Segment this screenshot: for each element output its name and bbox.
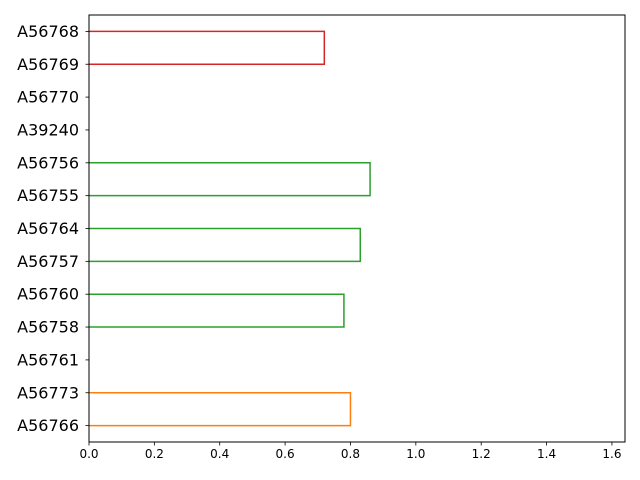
leaf-label: A56769: [17, 55, 79, 74]
x-tick-label: 1.0: [406, 447, 425, 461]
leaf-label: A56764: [17, 219, 79, 238]
leaf-label: A56770: [17, 88, 79, 107]
x-tick-label: 0.2: [145, 447, 164, 461]
leaf-label: A56768: [17, 22, 79, 41]
x-tick-label: 0.0: [79, 447, 98, 461]
x-tick-label: 0.6: [276, 447, 295, 461]
dendrogram-link-1: [89, 30, 326, 65]
x-tick-label: 1.2: [472, 447, 491, 461]
x-tick-label: 0.8: [341, 447, 360, 461]
leaf-axis: A56768 A56769 A56770 A39240 A56756 A56755 A567…: [17, 22, 89, 435]
leaf-label: A56756: [17, 153, 79, 172]
x-tick-label: 1.4: [537, 447, 556, 461]
leaf-label: A56755: [17, 186, 79, 205]
dendrogram-link-4: [89, 162, 371, 197]
leaf-label: A56773: [17, 383, 79, 402]
leaf-label: A39240: [17, 120, 79, 139]
dendrogram-link-5: [89, 227, 362, 263]
dendrogram-links: [89, 30, 371, 427]
dendrogram-link-10: [89, 392, 352, 427]
x-tick-label: 0.4: [210, 447, 229, 461]
distance-axis: 0.0 0.2 0.4 0.6 0.8 1.0 1.2 1.4 1.6: [79, 442, 621, 461]
leaf-label: A56766: [17, 416, 79, 435]
dendrogram-link-7: [89, 293, 345, 328]
leaf-label: A56757: [17, 252, 79, 271]
leaf-label: A56758: [17, 318, 79, 337]
x-tick-label: 1.6: [602, 447, 621, 461]
leaf-label: A56761: [17, 350, 79, 369]
leaf-label: A56760: [17, 285, 79, 304]
